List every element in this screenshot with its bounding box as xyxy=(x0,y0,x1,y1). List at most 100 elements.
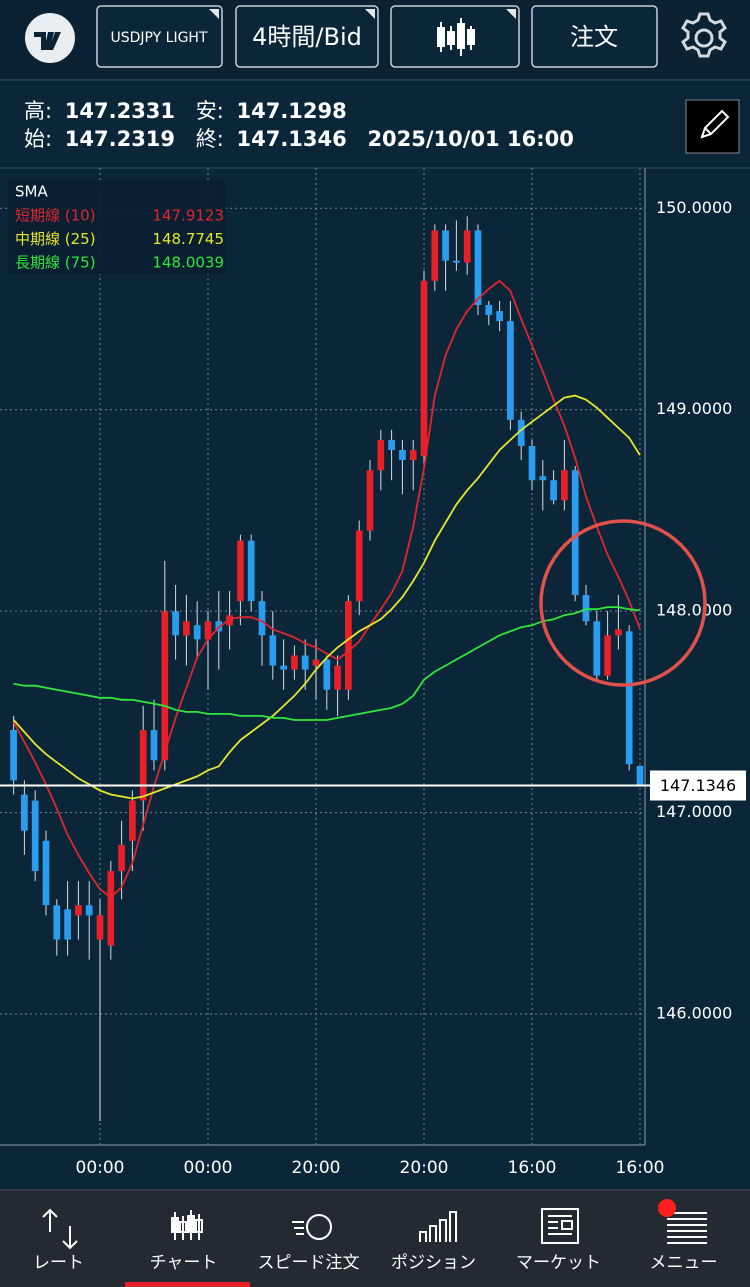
candle-body xyxy=(150,730,158,761)
symbol-label: USDJPY LIGHT xyxy=(110,30,207,46)
order-label: 注文 xyxy=(570,23,618,51)
ohlc-row-2: 始: 147.2319 終: 147.1346 2025/10/01 16:00 xyxy=(24,127,574,151)
candle-body xyxy=(269,635,277,666)
candle-body xyxy=(64,909,71,940)
timeframe-label: 4時間/Bid xyxy=(252,23,362,51)
candle-body xyxy=(193,625,201,640)
candle-body xyxy=(31,800,39,872)
candle-body xyxy=(355,530,363,602)
candle-body xyxy=(474,230,482,305)
x-tick-label: 20:00 xyxy=(292,1158,341,1178)
high-value: 147.2331 xyxy=(65,99,175,123)
candle-body xyxy=(366,470,374,531)
tab-label[interactable]: チャート xyxy=(150,1253,218,1273)
candle-body xyxy=(442,230,449,261)
y-tick-label: 146.0000 xyxy=(656,1004,732,1023)
open-value: 147.2319 xyxy=(65,127,175,151)
legend-value: 148.7745 xyxy=(152,230,224,248)
notification-dot xyxy=(658,1199,676,1217)
candle-body xyxy=(615,629,622,636)
candle-body xyxy=(10,730,17,781)
candle-body xyxy=(399,450,406,461)
candle-body xyxy=(280,665,287,670)
candle-body xyxy=(258,601,266,636)
candle-body xyxy=(453,260,460,263)
tab-label[interactable]: マーケット xyxy=(516,1253,601,1273)
candle-body xyxy=(75,905,82,916)
tab-label[interactable]: スピード注文 xyxy=(258,1253,360,1273)
high-label: 高: xyxy=(24,99,52,123)
candle-body xyxy=(496,311,503,322)
timeframe-button[interactable]: 4時間/Bid xyxy=(235,5,379,68)
highlight-circle xyxy=(539,519,707,687)
candle-body xyxy=(507,321,514,420)
tab-icons xyxy=(42,1208,707,1250)
candle-body xyxy=(431,230,439,281)
x-tick-label: 00:00 xyxy=(184,1158,233,1178)
current-price-label: 147.1346 xyxy=(660,776,736,795)
legend-title: SMA xyxy=(15,183,48,201)
sma-line xyxy=(12,279,641,899)
candle-body xyxy=(334,665,341,690)
legend-name: 長期線 (75) xyxy=(15,254,96,272)
tab-label[interactable]: レート xyxy=(33,1253,84,1273)
candle-body xyxy=(593,621,601,676)
open-label: 始: xyxy=(24,127,52,151)
x-tick-label: 20:00 xyxy=(400,1158,449,1178)
draw-button[interactable] xyxy=(685,99,740,154)
candle-body xyxy=(301,655,309,670)
ohlc-row-1: 高: 147.2331 安: 147.1298 xyxy=(24,99,347,123)
candle-body xyxy=(528,445,536,481)
candle-body xyxy=(463,230,471,263)
candle-body xyxy=(571,470,579,596)
candle-body xyxy=(247,540,255,602)
legend-value: 147.9123 xyxy=(152,207,224,225)
candle-body xyxy=(625,631,633,765)
low-value: 147.1298 xyxy=(236,99,346,123)
candle-body xyxy=(539,476,547,481)
close-value: 147.1346 xyxy=(236,127,346,151)
order-button[interactable]: 注文 xyxy=(531,5,658,68)
candle-body xyxy=(204,621,212,640)
datetime: 2025/10/01 16:00 xyxy=(367,127,573,151)
candle-body xyxy=(237,540,244,602)
candle-body xyxy=(582,595,590,622)
candle-body xyxy=(107,871,115,946)
axes: 146.0000 147.0000 148.0000 149.0000 150.0000… xyxy=(76,198,733,1178)
legend-value: 148.0039 xyxy=(152,254,224,272)
candle-body xyxy=(118,844,125,872)
low-label: 安: xyxy=(196,99,224,123)
candle-body xyxy=(139,730,147,801)
active-tab-indicator xyxy=(125,1282,250,1287)
plot-area xyxy=(10,216,644,1121)
candle-body xyxy=(53,905,61,940)
candle-body xyxy=(85,905,93,916)
legend-background xyxy=(8,180,226,274)
candle-body xyxy=(420,280,428,457)
y-tick-label: 148.0000 xyxy=(656,601,732,620)
logo[interactable] xyxy=(25,13,75,63)
candle-body xyxy=(183,621,190,636)
candle-body xyxy=(323,659,331,690)
tab-label[interactable]: メニュー xyxy=(650,1253,718,1273)
legend-name: 短期線 (10) xyxy=(15,207,96,225)
candle-body xyxy=(636,765,644,786)
y-tick-label: 150.0000 xyxy=(656,198,732,217)
candle-body xyxy=(561,470,568,501)
x-tick-label: 16:00 xyxy=(508,1158,557,1178)
y-tick-label: 147.0000 xyxy=(656,802,732,821)
close-label: 終: xyxy=(196,127,224,151)
tab-label[interactable]: ポジション xyxy=(391,1253,476,1273)
current-price-tag xyxy=(650,770,746,801)
candle-body xyxy=(161,611,169,761)
sma-line xyxy=(13,606,641,721)
candle-body xyxy=(517,419,525,446)
candle-body xyxy=(312,659,320,666)
candle-body xyxy=(485,304,493,316)
chart-type-button[interactable] xyxy=(390,5,520,68)
settings-icon[interactable] xyxy=(681,12,727,58)
candle-body xyxy=(42,840,50,906)
legend: SMA 短期線 (10) 147.9123 中期線 (25) 148.7745 長期線 … xyxy=(8,180,226,274)
candle-body xyxy=(129,800,136,841)
symbol-button[interactable]: USDJPY LIGHT xyxy=(96,5,223,68)
